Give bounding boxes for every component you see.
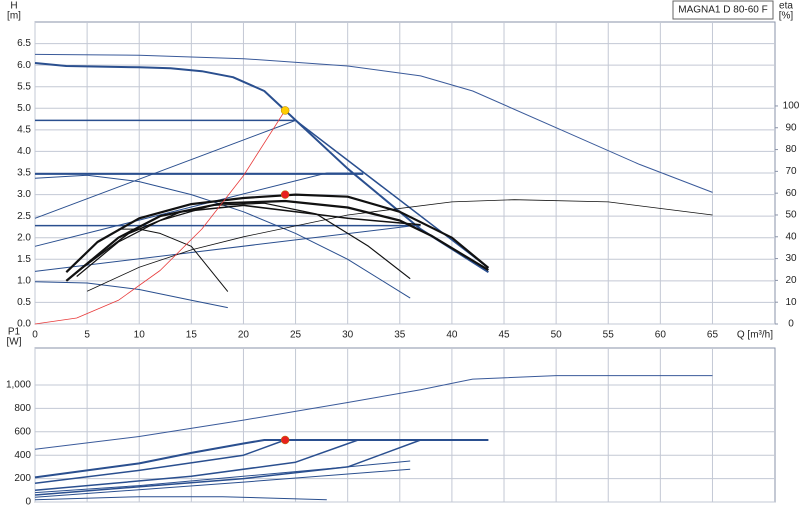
y-tick-label: 6.5 — [17, 38, 31, 49]
x-tick-label: 45 — [498, 330, 510, 341]
curve — [34, 439, 286, 485]
curve — [34, 439, 421, 496]
curve — [34, 460, 411, 494]
y-tick-label: 0.0 — [17, 319, 31, 330]
y2-tick-label: 60 — [785, 188, 797, 199]
y-tick-label: 3.0 — [17, 189, 31, 200]
curve — [34, 224, 421, 272]
y-tick-label: 5.0 — [17, 103, 31, 114]
x-tick-label: 50 — [551, 330, 563, 341]
model-title: MAGNA1 D 80-60 F — [678, 5, 767, 16]
curve — [65, 193, 490, 273]
x-tick-label: 65 — [707, 330, 719, 341]
curve — [34, 53, 713, 193]
y-tick-label: 1.5 — [17, 254, 31, 265]
y-tick-label: 6.0 — [17, 60, 31, 71]
y2-tick-label: 90 — [785, 122, 797, 133]
curve — [34, 439, 489, 479]
y-tick-label: 600 — [14, 426, 31, 437]
curve — [34, 496, 327, 501]
y-axis-label: H — [10, 1, 17, 12]
y2-axis-label: eta — [779, 1, 793, 12]
x-axis-label: Q [m³/h] — [737, 330, 773, 341]
y2-tick-label: 80 — [785, 144, 797, 155]
curve — [34, 110, 286, 325]
y-tick-label: 800 — [14, 403, 31, 414]
x-tick-label: 5 — [84, 330, 90, 341]
x-tick-label: 10 — [134, 330, 146, 341]
x-tick-label: 60 — [655, 330, 667, 341]
y2-tick-label: 40 — [785, 231, 797, 242]
x-tick-label: 0 — [32, 330, 38, 341]
curve — [34, 281, 228, 309]
curve — [86, 199, 713, 292]
y2-tick-label: 100 — [783, 101, 800, 112]
curve — [34, 119, 296, 219]
operating-point — [280, 435, 290, 445]
y-tick-label: 0.5 — [17, 297, 31, 308]
x-tick-label: 55 — [603, 330, 615, 341]
y-tick-label: 0 — [25, 497, 31, 508]
curve — [118, 228, 229, 292]
operating-point — [280, 190, 290, 199]
x-tick-label: 25 — [290, 330, 302, 341]
x-tick-label: 15 — [186, 330, 198, 341]
y-tick-label: 1,000 — [6, 380, 31, 391]
x-tick-label: 20 — [238, 330, 250, 341]
curve — [34, 62, 489, 274]
x-tick-label: 30 — [342, 330, 354, 341]
curve — [34, 439, 359, 492]
y-tick-label: 4.0 — [17, 146, 31, 157]
y-tick-label: 400 — [14, 450, 31, 461]
y-tick-label: 3.5 — [17, 168, 31, 179]
y-tick-label: 1.0 — [17, 275, 31, 286]
y2-tick-label: 20 — [785, 275, 797, 286]
y2-axis-unit: [%] — [779, 11, 794, 22]
curve — [76, 202, 411, 280]
y2-tick-label: 30 — [785, 253, 797, 264]
x-tick-label: 40 — [446, 330, 458, 341]
y2-tick-label: 70 — [785, 166, 797, 177]
y-axis-unit: [W] — [7, 337, 22, 348]
y-tick-label: 2.0 — [17, 232, 31, 243]
y-axis-unit: [m] — [7, 11, 21, 22]
curve — [65, 199, 489, 282]
y-tick-label: 200 — [14, 473, 31, 484]
y-tick-label: 4.5 — [17, 124, 31, 135]
curve — [76, 204, 421, 273]
y2-tick-label: 50 — [785, 210, 797, 221]
y-tick-label: 5.5 — [17, 81, 31, 92]
operating-point — [280, 106, 290, 115]
model-box — [672, 0, 774, 20]
y-axis-label: P1 — [8, 327, 21, 338]
curve — [34, 468, 411, 498]
y-tick-label: 2.5 — [17, 211, 31, 222]
plot-area — [34, 347, 776, 503]
y2-tick-label: 0 — [788, 319, 794, 330]
x-tick-label: 35 — [394, 330, 406, 341]
y2-tick-label: 10 — [785, 297, 797, 308]
curve — [34, 375, 713, 450]
